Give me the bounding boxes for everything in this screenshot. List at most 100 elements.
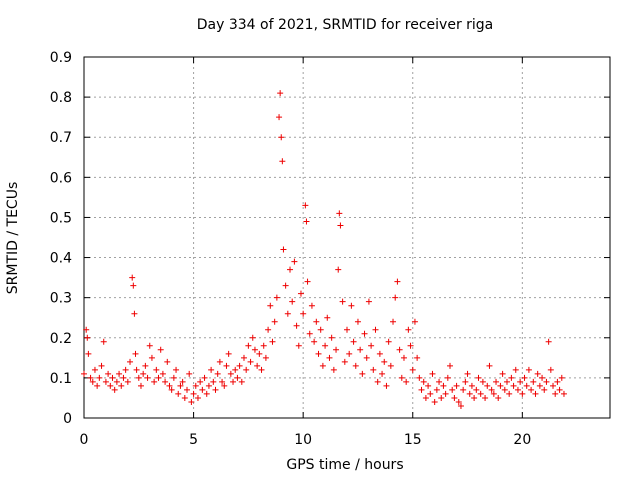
y-tick-label: 0.7 — [50, 130, 72, 146]
data-point — [457, 402, 464, 409]
data-point — [186, 370, 193, 377]
data-point — [151, 378, 158, 385]
data-point — [455, 398, 462, 405]
data-point — [170, 374, 177, 381]
data-point — [168, 386, 175, 393]
data-point — [249, 334, 256, 341]
data-point — [194, 394, 201, 401]
data-point — [232, 366, 239, 373]
data-point — [409, 366, 416, 373]
y-tick-label: 0.1 — [50, 371, 72, 387]
data-point — [230, 378, 237, 385]
data-point — [303, 218, 310, 225]
x-axis-label: GPS time / hours — [286, 457, 404, 473]
data-point — [184, 386, 191, 393]
data-point — [116, 370, 123, 377]
data-point — [315, 350, 322, 357]
data-point — [289, 298, 296, 305]
data-point — [335, 266, 342, 273]
data-point — [396, 346, 403, 353]
data-point — [510, 382, 517, 389]
data-point — [155, 374, 162, 381]
data-point — [258, 366, 265, 373]
data-point — [440, 382, 447, 389]
data-point — [420, 378, 427, 385]
data-point — [164, 358, 171, 365]
data-point — [508, 374, 515, 381]
data-point — [352, 362, 359, 369]
data-point — [560, 390, 567, 397]
data-point — [545, 338, 552, 345]
data-point — [477, 390, 484, 397]
data-point — [120, 374, 127, 381]
data-point — [300, 310, 307, 317]
data-point — [407, 342, 414, 349]
data-point — [394, 278, 401, 285]
data-point — [370, 366, 377, 373]
data-point — [208, 366, 215, 373]
data-point — [295, 342, 302, 349]
y-tick-label: 0.4 — [50, 251, 72, 267]
data-point — [536, 382, 543, 389]
data-point — [519, 390, 526, 397]
data-point — [328, 334, 335, 341]
data-point — [144, 374, 151, 381]
data-point — [539, 374, 546, 381]
data-point — [431, 398, 438, 405]
data-point — [240, 354, 247, 361]
data-point — [146, 342, 153, 349]
data-point — [462, 378, 469, 385]
data-point — [214, 370, 221, 377]
data-point — [552, 390, 559, 397]
data-point — [238, 378, 245, 385]
data-point — [556, 386, 563, 393]
data-point — [256, 350, 263, 357]
data-point — [216, 358, 223, 365]
data-point — [260, 342, 267, 349]
plot-frame — [83, 56, 611, 419]
data-point — [109, 374, 116, 381]
data-point — [411, 318, 418, 325]
data-point — [379, 370, 386, 377]
x-tick-label: 10 — [294, 432, 312, 448]
data-point — [444, 374, 451, 381]
data-point — [98, 362, 105, 369]
data-point — [414, 354, 421, 361]
y-tick-label: 0.3 — [50, 291, 72, 307]
data-point — [390, 318, 397, 325]
y-tick-label: 0.6 — [50, 170, 72, 186]
data-point — [85, 350, 92, 357]
data-point — [227, 370, 234, 377]
x-tick-label: 15 — [404, 432, 422, 448]
data-point — [326, 354, 333, 361]
data-point — [341, 358, 348, 365]
data-point — [473, 386, 480, 393]
y-tick-label: 0 — [63, 411, 72, 427]
data-point — [173, 366, 180, 373]
data-point — [122, 366, 129, 373]
data-point — [317, 326, 324, 333]
data-point — [336, 210, 343, 217]
data-point — [192, 382, 199, 389]
data-point — [488, 386, 495, 393]
data-point — [425, 382, 432, 389]
data-point — [422, 394, 429, 401]
data-point — [368, 342, 375, 349]
data-point — [243, 366, 250, 373]
data-point — [124, 378, 131, 385]
data-point — [201, 374, 208, 381]
y-tick-label: 0.2 — [50, 331, 72, 347]
data-point — [129, 274, 136, 281]
data-point — [337, 222, 344, 229]
data-point — [166, 382, 173, 389]
data-point — [495, 394, 502, 401]
data-point — [523, 382, 530, 389]
y-tick-label: 0.9 — [50, 50, 72, 66]
data-point — [543, 378, 550, 385]
y-tick-label: 0.8 — [50, 90, 72, 106]
data-point — [493, 378, 500, 385]
data-point — [372, 326, 379, 333]
data-point — [361, 330, 368, 337]
data-point — [468, 382, 475, 389]
